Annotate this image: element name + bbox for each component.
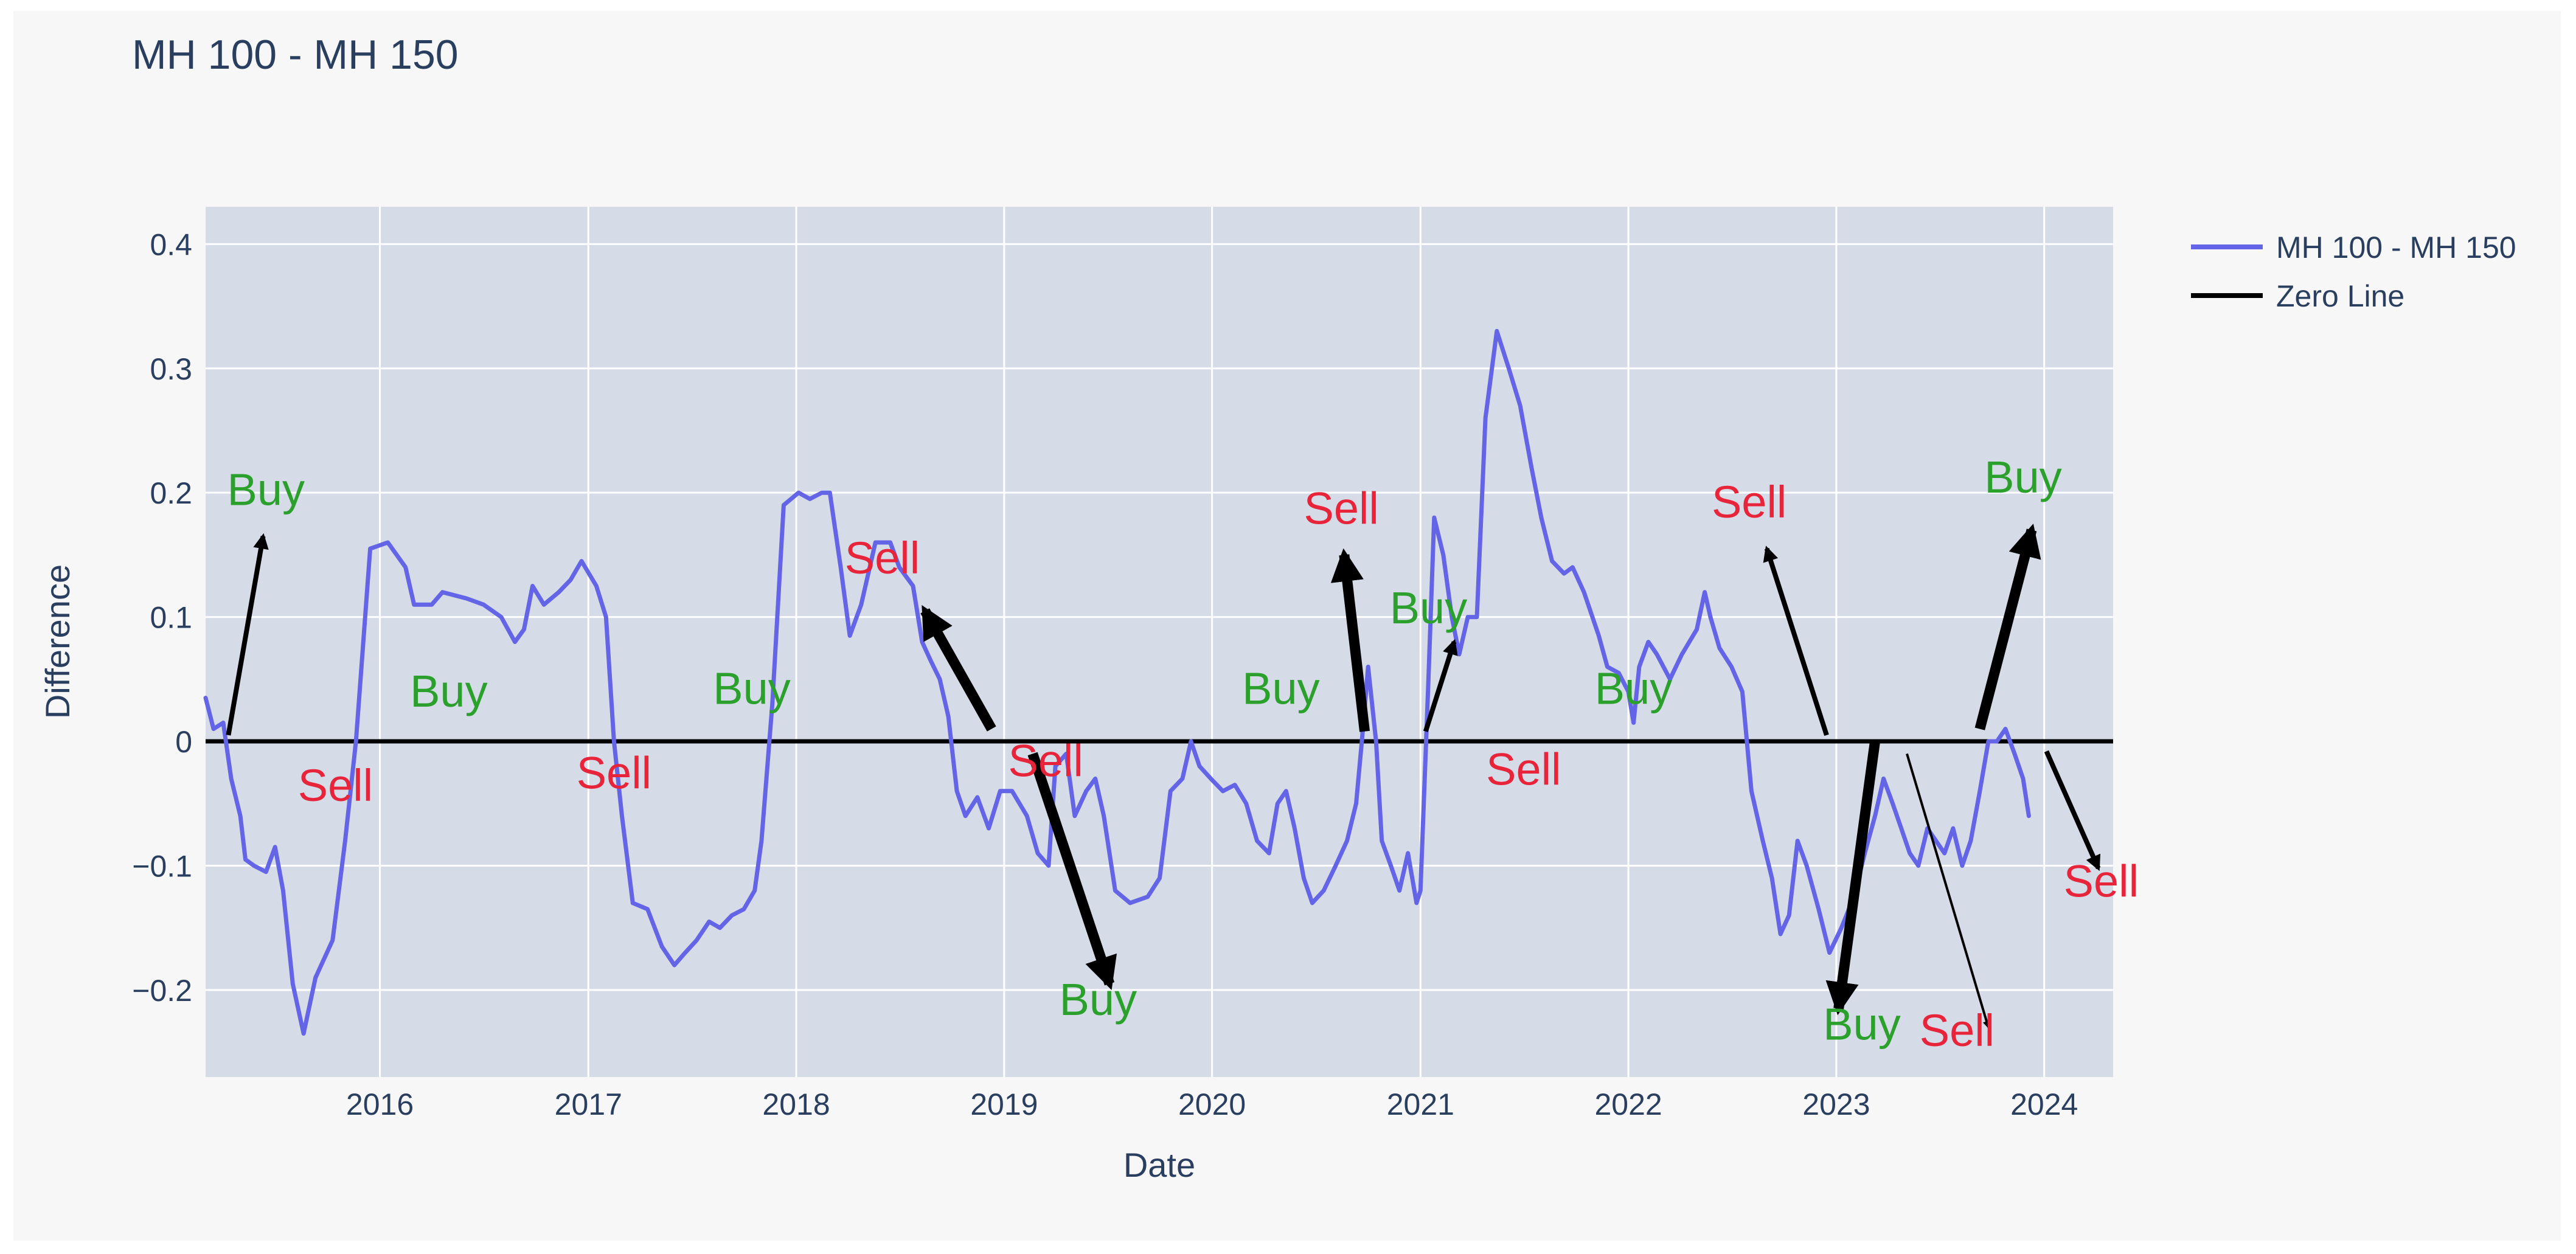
buy-label: Buy [1984,452,2062,502]
buy-label: Buy [1595,663,1673,714]
y-tick-label: 0.4 [150,227,192,262]
chart-title: MH 100 - MH 150 [132,32,459,78]
axis-ticks: −0.2 −0.1 0 0.1 0.2 0.3 0.4 2016 2017 2018 2019 202… [132,227,2078,1121]
buy-label: Buy [1060,974,1137,1025]
sell-label: Sell [845,533,920,583]
y-tick-label: −0.2 [132,974,192,1008]
sell-label: Sell [1712,477,1786,527]
annotation-arrow [1974,523,2041,730]
series-line-difference [203,328,2031,1036]
annotation-arrow [1330,548,1370,732]
sell-label: Sell [1008,735,1083,786]
x-tick-label: 2018 [762,1087,830,1121]
x-tick-label: 2019 [970,1087,1038,1121]
y-tick-label: 0.1 [150,601,192,635]
sell-label: Sell [577,748,651,798]
x-tick-label: 2021 [1387,1087,1454,1121]
annotation-arrow [1027,752,1117,990]
annotation-arrow [920,604,996,732]
y-axis-label: Difference [38,564,77,719]
annotation-arrow [2044,750,2101,871]
sell-label: Sell [1920,1005,1994,1056]
annotation-labels: BuySellBuySellBuySellSellBuyBuySellBuySe… [227,452,2139,1056]
x-tick-label: 2017 [555,1087,622,1121]
buy-label: Buy [1390,583,1468,633]
y-tick-label: 0.2 [150,476,192,510]
x-tick-label: 2020 [1178,1087,1246,1121]
x-tick-label: 2016 [346,1087,414,1121]
annotation-arrow [1423,639,1458,732]
series-layer [203,328,2031,1036]
legend-entry: MH 100 - MH 150 [2276,230,2516,265]
x-tick-label: 2024 [2010,1087,2078,1121]
buy-label: Buy [410,666,488,716]
y-tick-label: 0.3 [150,352,192,386]
legend: MH 100 - MH 150 Zero Line [2191,230,2516,313]
y-tick-label: −0.1 [132,849,192,883]
annotation-arrow [1906,753,1991,1029]
annotation-arrow [1763,546,1829,736]
buy-label: Buy [1823,999,1901,1050]
x-tick-label: 2023 [1802,1087,1870,1121]
legend-entry: Zero Line [2276,279,2404,313]
x-tick-label: 2022 [1595,1087,1662,1121]
y-tick-label: 0 [175,725,192,759]
annotation-arrows [226,523,2101,1029]
sell-label: Sell [2064,856,2139,907]
buy-label: Buy [227,465,305,515]
sell-label: Sell [1304,483,1378,533]
annotation-arrow [1825,740,1881,1016]
x-axis-label: Date [1123,1146,1195,1184]
sell-label: Sell [298,760,373,811]
buy-label: Buy [713,663,791,714]
sell-label: Sell [1486,744,1561,795]
buy-label: Buy [1242,663,1320,714]
chart-svg: MH 100 - MH 150 BuySellBuySellBuySellSel… [38,32,2516,1184]
annotation-arrow [226,533,269,736]
chart-figure: MH 100 - MH 150 Buy Sell Buy Sell Buy Sell Sel… [13,11,2561,1241]
